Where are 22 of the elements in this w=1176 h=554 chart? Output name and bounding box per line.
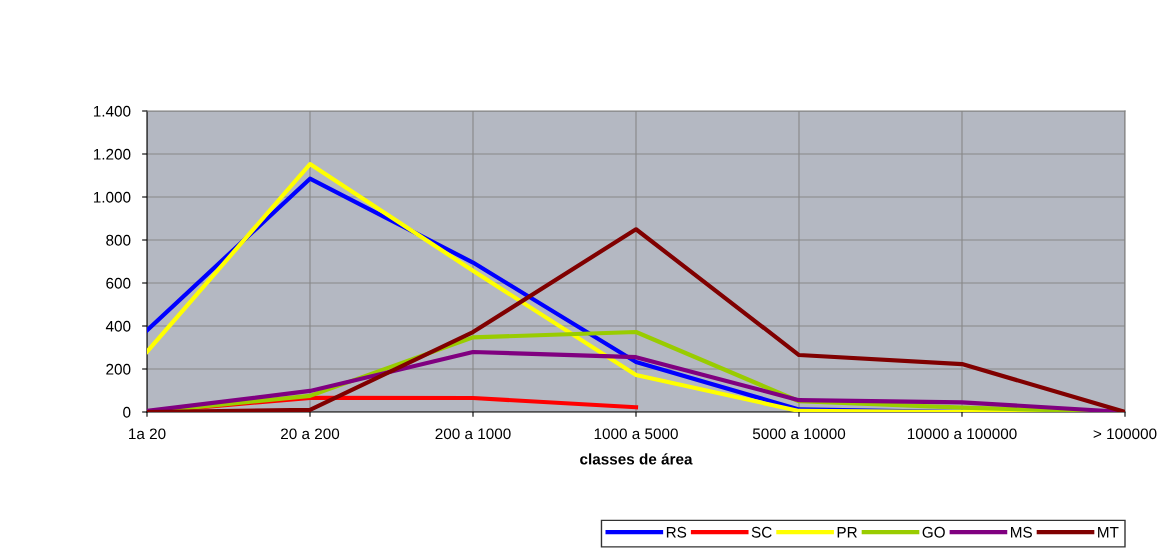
y-tick-label: 1.000	[93, 191, 131, 203]
legend-label: PR	[837, 527, 857, 538]
legend-label: RS	[666, 526, 687, 538]
y-tick-label: 1.400	[93, 105, 131, 117]
legend-label: MT	[1098, 527, 1119, 538]
x-tick-label: 1a 20	[129, 428, 166, 440]
x-tick-label: 5000 a 10000	[752, 428, 846, 440]
x-tick-label: > 100000	[1093, 428, 1157, 440]
x-tick-label: 200 a 1000	[435, 428, 511, 440]
legend-label: GO	[922, 526, 945, 538]
legend-label: SC	[751, 526, 772, 538]
x-tick-label: 20 a 200	[281, 428, 340, 440]
x-axis-title: classes de área	[580, 453, 693, 465]
y-tick-label: 1.200	[93, 148, 131, 160]
y-tick-label: 400	[105, 320, 131, 332]
x-tick-label: 1000 a 5000	[594, 428, 678, 440]
y-tick-label: 0	[123, 406, 131, 418]
x-tick-label: 10000 a 100000	[907, 428, 1017, 440]
y-tick-label: 800	[106, 234, 131, 246]
y-tick-label: 600	[106, 277, 131, 289]
y-tick-label: 200	[106, 363, 131, 375]
legend-label: MS	[1011, 526, 1032, 538]
